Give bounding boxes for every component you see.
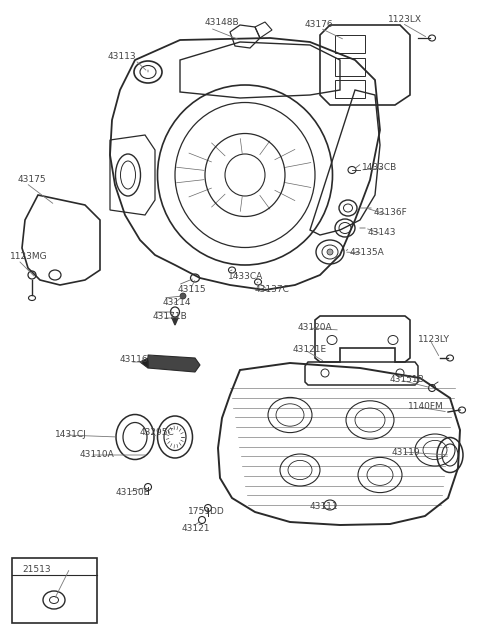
Text: 1433CB: 1433CB xyxy=(362,163,397,172)
Text: 43175: 43175 xyxy=(18,175,47,184)
Text: 1123LX: 1123LX xyxy=(388,15,422,24)
Bar xyxy=(12,558,97,623)
Bar xyxy=(335,58,365,76)
Text: 1123LY: 1123LY xyxy=(418,335,450,344)
Bar xyxy=(335,35,365,53)
Text: 43110A: 43110A xyxy=(80,450,115,459)
Text: 43150E: 43150E xyxy=(116,488,150,497)
Text: 43114: 43114 xyxy=(163,298,192,307)
Polygon shape xyxy=(140,358,148,368)
Text: 43143: 43143 xyxy=(368,228,396,237)
Text: 1751DD: 1751DD xyxy=(188,507,225,516)
Polygon shape xyxy=(172,318,178,325)
Text: 43116C: 43116C xyxy=(120,355,155,364)
Text: 43148B: 43148B xyxy=(205,18,240,27)
Text: 43113: 43113 xyxy=(108,52,137,61)
Text: 43295C: 43295C xyxy=(140,428,175,437)
Text: 43120A: 43120A xyxy=(298,323,333,332)
Text: 43135A: 43135A xyxy=(350,248,385,257)
Text: 43151B: 43151B xyxy=(390,375,425,384)
Text: 43171B: 43171B xyxy=(153,312,188,321)
Text: 1431CJ: 1431CJ xyxy=(55,430,87,439)
Ellipse shape xyxy=(180,293,186,299)
Text: 1140FM: 1140FM xyxy=(408,402,444,411)
Text: 43137C: 43137C xyxy=(255,285,290,294)
Text: 1433CA: 1433CA xyxy=(228,272,263,281)
Text: 43176: 43176 xyxy=(305,20,334,29)
Text: 43115: 43115 xyxy=(178,285,206,294)
Text: 43121E: 43121E xyxy=(293,345,327,354)
Text: 43121: 43121 xyxy=(182,524,211,533)
Text: 43111: 43111 xyxy=(310,502,338,511)
Polygon shape xyxy=(148,355,200,372)
Text: 21513: 21513 xyxy=(22,565,50,574)
Text: 43136F: 43136F xyxy=(374,208,408,217)
Bar xyxy=(335,80,365,98)
Text: 1123MG: 1123MG xyxy=(10,252,48,261)
Ellipse shape xyxy=(327,249,333,255)
Text: 43119: 43119 xyxy=(392,448,420,457)
